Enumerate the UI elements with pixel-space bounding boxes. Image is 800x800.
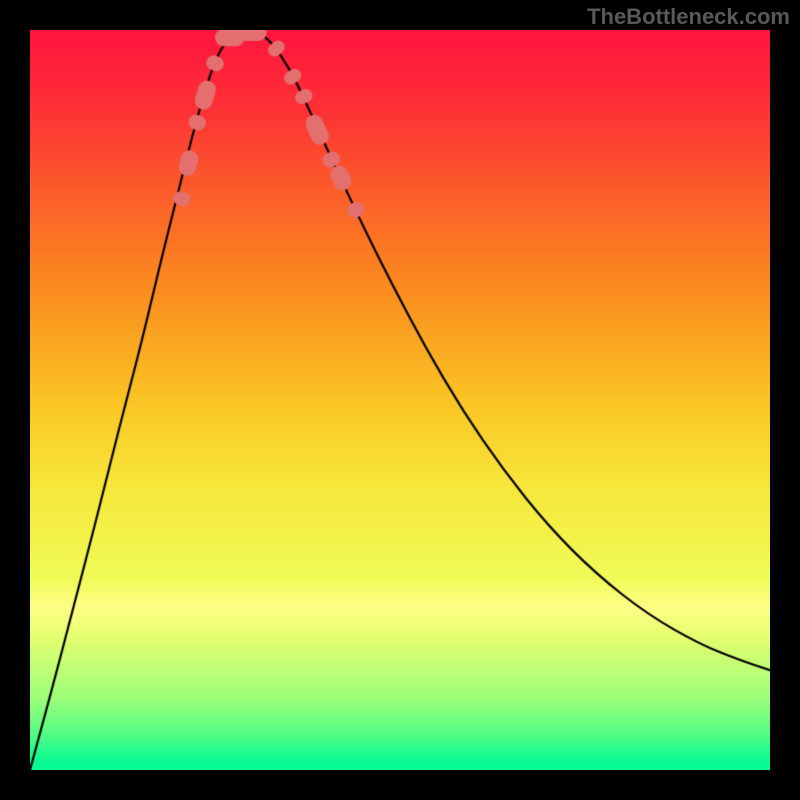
frame-bottom [0, 770, 800, 800]
data-dots [30, 30, 770, 770]
frame-right [770, 0, 800, 800]
attribution-text: TheBottleneck.com [587, 4, 790, 30]
stage: TheBottleneck.com [0, 0, 800, 800]
plot-area [30, 30, 770, 770]
frame-left [0, 0, 30, 800]
